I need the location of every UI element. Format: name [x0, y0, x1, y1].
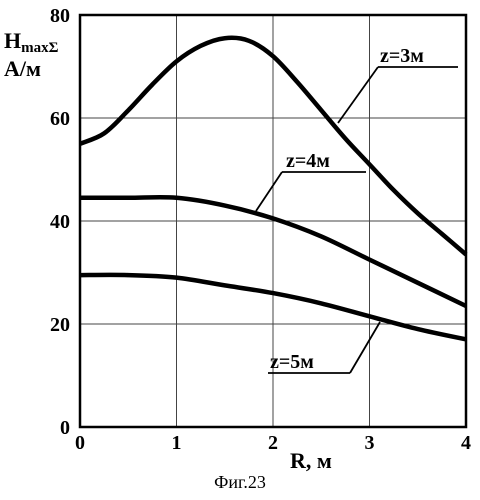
series-line-2 [80, 194, 467, 309]
leader-z4 [255, 171, 283, 212]
y-tick-labels: 0 20 40 60 80 [50, 5, 70, 439]
y-tick-label: 80 [50, 5, 70, 27]
x-tick-label: 4 [461, 432, 471, 454]
y-tick-label: 60 [50, 108, 70, 130]
x-tick-label: 0 [75, 432, 85, 454]
plot-frame [78, 13, 468, 429]
y-tick-label: 40 [50, 211, 70, 233]
leader-z3 [337, 66, 379, 124]
x-tick-label: 2 [268, 432, 278, 454]
x-axis-label: R, м [290, 448, 332, 473]
series-lines [79, 35, 468, 342]
figure-caption: Фиг.23 [214, 472, 266, 492]
x-tick-label: 3 [365, 432, 375, 454]
y-tick-label: 0 [60, 417, 70, 439]
series-line-3 [79, 272, 467, 342]
series-line-1 [79, 35, 468, 257]
y-axis-units: А/м [4, 56, 41, 81]
y-axis-label: HmaxΣ [4, 28, 59, 56]
y-tick-label: 20 [50, 314, 70, 336]
series-label-z4: z=4м [286, 150, 330, 172]
leader-z5 [349, 321, 381, 374]
x-tick-labels: 0 1 2 3 4 [75, 432, 471, 454]
series-label-z5: z=5м [270, 351, 314, 373]
grid [80, 15, 466, 427]
series-label-z3: z=3м [380, 45, 424, 67]
x-tick-label: 1 [172, 432, 182, 454]
